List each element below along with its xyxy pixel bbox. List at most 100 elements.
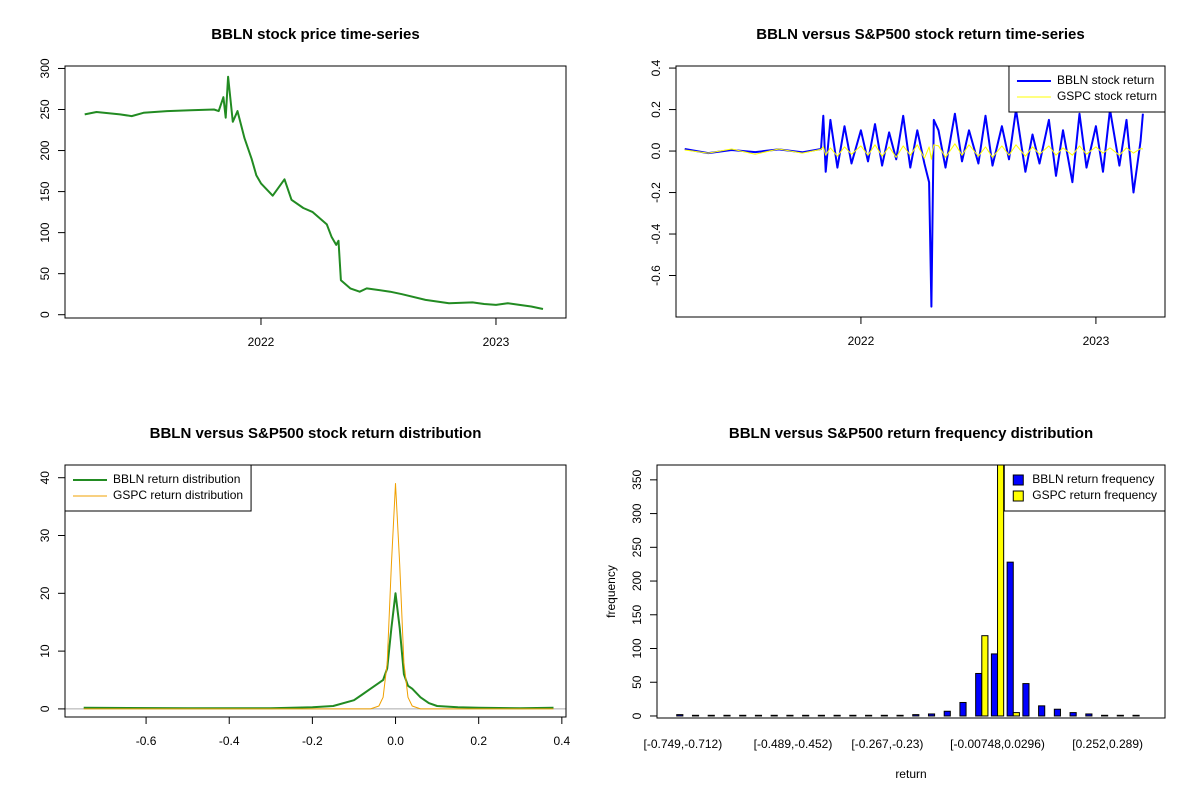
y-tick-label: 100 (38, 222, 52, 242)
x-tick-label: -0.4 (219, 734, 240, 748)
bar (1132, 714, 1140, 717)
bar (754, 714, 763, 717)
x-tick-label: 2022 (848, 334, 875, 348)
bar (975, 672, 983, 717)
bar (912, 714, 920, 717)
legend: BBLN return frequency GSPC return frequen… (1003, 464, 1166, 512)
plot-frame (656, 464, 1166, 719)
bar (1069, 712, 1077, 717)
y-tick-label: 0.0 (649, 142, 663, 159)
y-tick-label: 0.4 (649, 59, 663, 76)
bar (770, 714, 778, 717)
legend-label: GSPC return frequency (1032, 488, 1157, 502)
y-tick-label: 10 (38, 644, 52, 658)
bar (880, 714, 888, 717)
chart-title: BBLN versus S&P500 stock return time-ser… (756, 26, 1084, 43)
plot-area (84, 75, 544, 310)
x-tick-label: 2023 (483, 335, 510, 349)
y-tick-label: 0 (38, 705, 52, 712)
bar (990, 653, 999, 717)
y-tick-label: -0.6 (649, 265, 663, 286)
x-tick-label: 0.0 (387, 734, 404, 748)
y-tick-label: 0.2 (649, 101, 663, 118)
x-tick-label: 0.4 (553, 734, 570, 748)
panel: BBLN versus S&P500 stock return time-ser… (649, 26, 1166, 348)
chart-title: BBLN stock price time-series (211, 26, 419, 43)
bar (817, 714, 825, 717)
y-tick-label: 100 (630, 638, 644, 658)
data-line (83, 592, 554, 710)
x-tick-label: 2022 (248, 335, 275, 349)
legend-label: BBLN return frequency (1032, 472, 1154, 486)
y-tick-label: 50 (630, 675, 644, 689)
bar (896, 714, 904, 717)
bar (1116, 714, 1124, 717)
y-tick-label: 0 (38, 311, 52, 318)
y-tick-label: 200 (630, 571, 644, 591)
x-tick-label: [0.252,0.289) (1072, 737, 1143, 751)
x-tick-label: -0.2 (302, 734, 323, 748)
y-tick-label: 150 (630, 604, 644, 624)
bar (786, 714, 794, 717)
x-tick-label: [-0.267,-0.23) (851, 737, 923, 751)
x-tick-label: -0.6 (136, 734, 157, 748)
data-line (684, 143, 1143, 160)
bar (707, 714, 715, 717)
x-tick-label: [-0.00748,0.0296) (950, 737, 1045, 751)
bar (1022, 683, 1030, 717)
legend-label: GSPC return distribution (113, 488, 243, 502)
panel: BBLN stock price time-series 0 50 100 150 200… (38, 26, 567, 349)
bar (981, 635, 989, 717)
bar (723, 714, 731, 717)
y-tick-label: 300 (630, 503, 644, 523)
y-tick-label: 40 (38, 471, 52, 485)
x-tick-label: [-0.489,-0.452) (754, 737, 833, 751)
x-tick-label: [-0.749,-0.712) (644, 737, 723, 751)
bar (943, 710, 951, 717)
x-tick-label: 0.2 (470, 734, 487, 748)
legend-label: BBLN return distribution (113, 472, 240, 486)
bar (865, 714, 873, 717)
chart-title: BBLN versus S&P500 stock return distribu… (150, 425, 482, 442)
data-line (83, 483, 554, 710)
panel: BBLN versus S&P500 return frequency dist… (604, 425, 1166, 781)
bar (1085, 713, 1093, 717)
bar (1006, 561, 1014, 717)
y-tick-label: 50 (38, 267, 52, 281)
y-tick-label: -0.2 (649, 182, 663, 203)
bar (802, 714, 810, 717)
plot-frame (64, 464, 567, 718)
y-tick-label: 30 (38, 529, 52, 543)
bar (849, 714, 857, 717)
plot-area (65, 483, 566, 710)
bar (676, 714, 684, 717)
legend-key (1012, 490, 1024, 502)
y-tick-label: 350 (630, 470, 644, 490)
y-tick-label: 0 (630, 712, 644, 719)
x-tick-label: 2023 (1083, 334, 1110, 348)
bar (691, 714, 700, 717)
y-axis-label: frequency (604, 565, 618, 618)
legend: BBLN return distribution GSPC return dist… (64, 464, 252, 512)
legend-label: GSPC stock return (1057, 89, 1157, 103)
legend-key (1012, 474, 1024, 486)
legend: BBLN stock return GSPC stock return (1008, 65, 1166, 113)
bar (1101, 714, 1109, 717)
bar (927, 713, 936, 717)
bar (1038, 705, 1046, 717)
y-tick-label: 250 (630, 537, 644, 557)
panel: BBLN versus S&P500 stock return distribu… (38, 425, 570, 748)
bar (1012, 712, 1020, 717)
bar (739, 714, 747, 717)
bar (997, 465, 1005, 717)
y-tick-label: 200 (38, 140, 52, 160)
data-line (84, 75, 544, 310)
y-tick-label: 250 (38, 99, 52, 119)
legend-frame (1003, 464, 1166, 512)
plot-area (676, 465, 1140, 717)
legend-label: BBLN stock return (1057, 73, 1154, 87)
data-line (684, 108, 1144, 308)
plot-area (684, 108, 1144, 308)
legend-frame (1008, 65, 1166, 113)
